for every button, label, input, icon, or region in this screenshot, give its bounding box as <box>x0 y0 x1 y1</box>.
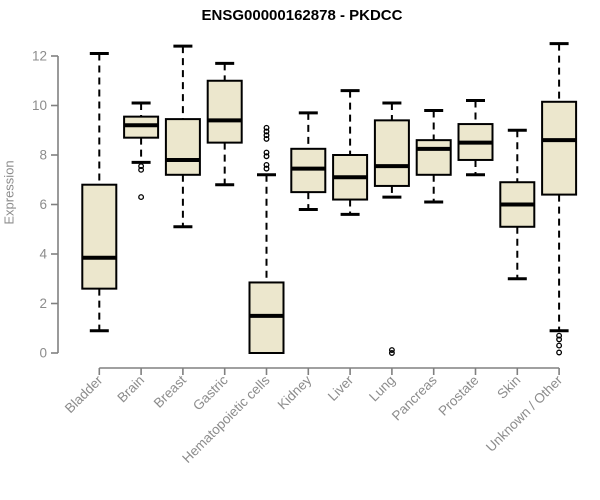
iqr-box <box>81 183 118 290</box>
x-axis-category-label: Skin <box>494 373 523 402</box>
outlier-point <box>263 132 270 139</box>
outlier-point <box>556 336 563 343</box>
outlier-point <box>263 128 270 135</box>
x-axis-category-label: Kidney <box>275 372 315 412</box>
y-axis-tick-label: 0 <box>39 346 47 361</box>
x-axis-category-label: Gastric <box>190 372 231 413</box>
outlier-point <box>263 149 270 156</box>
outlier-point <box>263 161 270 168</box>
box-gastric <box>206 61 243 187</box>
y-axis: 0 2 4 6 8 10 12 <box>32 49 59 361</box>
x-axis-category-label: Lung <box>366 373 398 405</box>
box-lung <box>373 101 410 356</box>
box-unknown-other <box>541 42 578 356</box>
outlier-point <box>263 135 270 142</box>
box-bladder <box>81 52 118 333</box>
x-axis-category-label: Unknown / Other <box>483 372 566 455</box>
y-axis-tick-label: 4 <box>39 247 47 262</box>
outlier-point <box>263 165 270 172</box>
box-hematopoietic-cells <box>248 124 285 354</box>
outlier-point <box>556 342 563 349</box>
y-axis-tick-label: 12 <box>32 49 47 64</box>
x-axis-category-label: Brain <box>114 373 147 406</box>
outlier-point <box>263 153 270 160</box>
x-axis-category-label: Pancreas <box>389 372 440 423</box>
x-axis-category-label: Prostate <box>435 373 481 419</box>
chart-title: ENSG00000162878 - PKDCC <box>201 7 403 24</box>
iqr-box <box>206 79 243 144</box>
iqr-box <box>373 119 410 187</box>
outlier-point <box>388 347 395 353</box>
box-skin <box>499 128 536 281</box>
y-axis-tick-label: 6 <box>39 197 47 212</box>
iqr-box <box>415 139 452 176</box>
outlier-point <box>263 124 270 131</box>
box-prostate <box>457 99 494 177</box>
x-axis-category-label: Liver <box>325 372 357 404</box>
box-liver <box>332 89 369 216</box>
outlier-point <box>138 163 145 170</box>
box-brain <box>123 101 160 201</box>
y-axis-tick-label: 10 <box>32 98 47 113</box>
box-breast <box>164 44 201 229</box>
box-kidney <box>290 111 327 211</box>
x-axis-category-label: Breast <box>151 372 189 410</box>
box-pancreas <box>415 108 452 204</box>
outlier-point <box>138 166 145 173</box>
outlier-point <box>556 332 563 339</box>
iqr-box <box>164 118 201 176</box>
outlier-point <box>138 194 145 201</box>
y-axis-tick-label: 8 <box>39 148 47 163</box>
iqr-box <box>541 100 578 196</box>
outlier-point <box>388 350 395 356</box>
y-axis-tick-label: 2 <box>39 296 47 311</box>
outlier-point <box>556 349 563 356</box>
x-axis-category-label: Bladder <box>62 372 106 416</box>
